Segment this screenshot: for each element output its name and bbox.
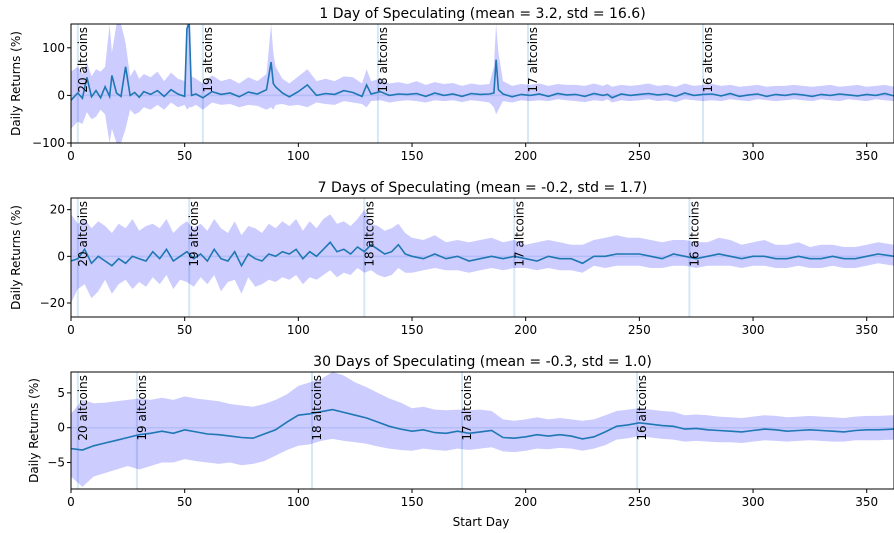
- subplot-2: 20 altcoins 19 altcoins 18 altcoins 17 altc…: [9, 180, 894, 337]
- x-tick-label: 300: [742, 149, 765, 163]
- altcoin-marker-label-0: 20 altcoins: [76, 27, 90, 93]
- x-tick-label: 100: [287, 495, 310, 509]
- x-tick-label: 150: [401, 495, 424, 509]
- mean-line: [71, 24, 894, 101]
- altcoin-marker-label-3: 17 altcoins: [512, 201, 526, 267]
- altcoin-marker-label-2: 18 altcoins: [362, 201, 376, 267]
- x-tick-label: 0: [67, 149, 75, 163]
- axes-frame: [70, 197, 894, 318]
- y-tick-label: 0: [57, 421, 65, 435]
- x-tick-label: 350: [855, 495, 878, 509]
- subplot-title: 7 Days of Speculating (mean = -0.2, std …: [318, 180, 648, 196]
- y-axis-label: Daily Returns (%): [9, 31, 23, 136]
- x-tick-label: 50: [177, 495, 192, 509]
- altcoin-marker-label-0: 20 altcoins: [76, 375, 90, 441]
- y-tick-label: 100: [42, 41, 65, 55]
- altcoin-marker-label-2: 18 altcoins: [376, 27, 390, 93]
- y-axis-label: Daily Returns (%): [9, 205, 23, 310]
- x-tick-label: 150: [401, 323, 424, 337]
- x-tick-label: 50: [177, 149, 192, 163]
- y-tick-label: 5: [57, 386, 65, 400]
- std-band: [71, 372, 894, 487]
- axes-frame: [70, 371, 894, 490]
- y-tick-label: −5: [47, 456, 65, 470]
- x-tick-label: 250: [628, 149, 651, 163]
- altcoin-marker-label-3: 17 altcoins: [526, 27, 540, 93]
- x-tick-label: 200: [514, 495, 537, 509]
- altcoin-marker-label-3: 17 altcoins: [460, 375, 474, 441]
- altcoin-marker-label-1: 19 altcoins: [201, 27, 215, 93]
- mean-line: [71, 408, 894, 451]
- y-tick-label: −100: [32, 136, 65, 150]
- x-tick-label: 100: [287, 149, 310, 163]
- y-tick-label: 20: [50, 203, 65, 217]
- altcoin-marker-label-4: 16 altcoins: [635, 375, 649, 441]
- altcoin-marker-label-1: 19 altcoins: [187, 201, 201, 267]
- x-tick-label: 0: [67, 323, 75, 337]
- x-tick-label: 300: [742, 495, 765, 509]
- axes-frame: [70, 23, 894, 144]
- x-tick-label: 300: [742, 323, 765, 337]
- y-tick-label: 0: [57, 249, 65, 263]
- y-tick-label: 0: [57, 88, 65, 102]
- plot-area: [71, 372, 894, 489]
- x-tick-label: 200: [514, 323, 537, 337]
- x-tick-label: 200: [514, 149, 537, 163]
- altcoin-marker-label-4: 16 altcoins: [701, 27, 715, 93]
- subplot-title: 30 Days of Speculating (mean = -0.3, std…: [313, 354, 652, 370]
- subplot-3: 20 altcoins 19 altcoins 18 altcoins 17 altc…: [27, 354, 894, 509]
- x-tick-label: 100: [287, 323, 310, 337]
- x-tick-label: 250: [628, 323, 651, 337]
- x-tick-label: 50: [177, 323, 192, 337]
- altcoin-marker-label-1: 19 altcoins: [135, 375, 149, 441]
- altcoin-marker-label-4: 16 altcoins: [687, 201, 701, 267]
- x-tick-label: 350: [855, 323, 878, 337]
- x-tick-label: 350: [855, 149, 878, 163]
- altcoin-marker-label-2: 18 altcoins: [310, 375, 324, 441]
- y-axis-label: Daily Returns (%): [27, 378, 41, 483]
- plot-area: [71, 198, 894, 317]
- plot-area: [71, 24, 894, 143]
- x-axis-label: Start Day: [453, 515, 510, 529]
- altcoin-marker-label-0: 20 altcoins: [76, 201, 90, 267]
- std-band: [71, 24, 894, 143]
- x-tick-label: 150: [401, 149, 424, 163]
- x-tick-label: 250: [628, 495, 651, 509]
- std-band: [71, 209, 894, 303]
- y-tick-label: −20: [40, 296, 65, 310]
- x-tick-label: 0: [67, 495, 75, 509]
- subplot-1: 20 altcoins 19 altcoins 18 altcoins 17 altc…: [9, 6, 894, 163]
- mean-line: [71, 241, 894, 268]
- subplot-title: 1 Day of Speculating (mean = 3.2, std = …: [319, 6, 645, 22]
